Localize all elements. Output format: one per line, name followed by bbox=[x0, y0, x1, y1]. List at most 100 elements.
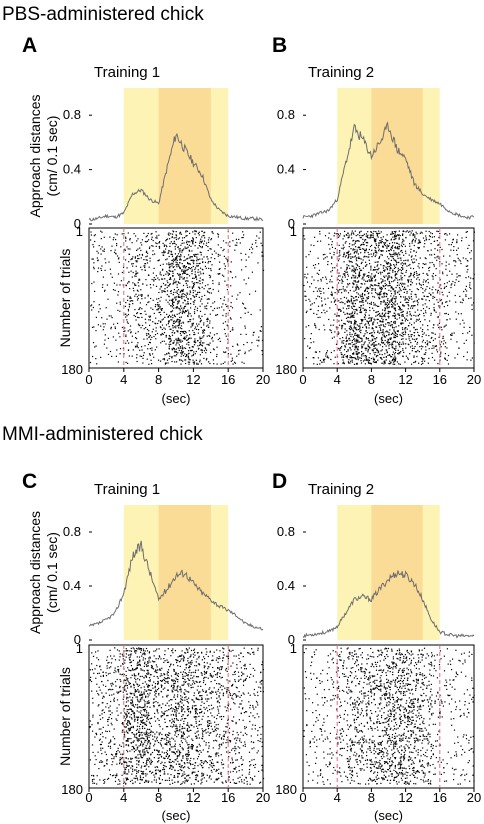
raster-dot bbox=[206, 290, 209, 292]
raster-dot bbox=[401, 338, 403, 340]
raster-dot bbox=[243, 234, 245, 236]
raster-dot bbox=[410, 342, 412, 344]
raster-dot bbox=[375, 231, 377, 233]
raster-dot bbox=[391, 356, 393, 358]
raster-dot bbox=[389, 354, 391, 356]
panel-letter: C bbox=[22, 470, 37, 493]
raster-dot bbox=[161, 269, 164, 271]
raster-dot bbox=[347, 251, 349, 253]
raster-dot bbox=[105, 675, 108, 677]
raster-dot bbox=[204, 237, 206, 239]
raster-dot bbox=[354, 357, 356, 359]
raster-dot bbox=[373, 252, 375, 254]
raster-dot bbox=[201, 295, 203, 298]
raster-dot bbox=[174, 349, 176, 351]
raster-dot bbox=[436, 299, 438, 301]
raster-dot bbox=[219, 683, 221, 685]
raster-dot bbox=[194, 267, 197, 269]
raster-dot bbox=[171, 259, 173, 262]
raster-dot bbox=[224, 280, 226, 282]
raster-dot bbox=[201, 351, 203, 353]
raster-dot bbox=[187, 677, 189, 680]
raster-dot bbox=[326, 256, 328, 258]
raster-dot bbox=[168, 321, 170, 323]
raster-dot bbox=[372, 344, 374, 346]
raster-dot bbox=[354, 269, 356, 271]
raster-dot bbox=[417, 265, 419, 267]
raster-dot bbox=[385, 356, 387, 358]
raster-dot bbox=[430, 232, 432, 234]
raster-dot bbox=[189, 349, 191, 352]
raster-dot bbox=[183, 256, 185, 258]
raster-dot bbox=[341, 301, 343, 303]
raster-dot bbox=[203, 235, 205, 237]
raster-dot bbox=[217, 234, 220, 236]
raster-dot bbox=[395, 261, 397, 263]
raster-dot bbox=[396, 273, 398, 275]
raster-dot bbox=[244, 663, 246, 665]
raster-dot bbox=[173, 278, 176, 280]
raster-dot bbox=[394, 322, 396, 325]
raster-dot bbox=[201, 241, 203, 243]
raster-dot bbox=[384, 353, 386, 355]
raster-dot bbox=[222, 657, 224, 659]
raster-dot bbox=[434, 338, 436, 340]
raster-dot bbox=[97, 672, 99, 675]
raster-dot bbox=[330, 324, 332, 326]
raster-dot bbox=[338, 315, 341, 317]
raster-dot bbox=[389, 338, 391, 340]
raster-dot bbox=[199, 361, 201, 363]
raster-dot bbox=[371, 349, 373, 351]
raster-dot bbox=[180, 259, 182, 261]
raster-dot bbox=[186, 663, 188, 665]
raster-dot bbox=[331, 256, 333, 258]
raster-dot bbox=[391, 254, 393, 256]
raster-dot bbox=[171, 236, 173, 239]
raster-dot bbox=[134, 651, 136, 653]
raster-dot bbox=[462, 332, 464, 335]
raster-dot bbox=[378, 298, 380, 300]
raster-dot bbox=[179, 346, 181, 348]
raster-dot bbox=[431, 332, 433, 334]
raster-dot bbox=[163, 290, 165, 292]
y-tick-label: 0.8 bbox=[63, 107, 81, 122]
raster-dot bbox=[361, 292, 364, 295]
raster-dot bbox=[332, 324, 334, 326]
raster-dot bbox=[180, 289, 182, 291]
raster-dot bbox=[363, 256, 365, 258]
raster-dot bbox=[414, 236, 416, 238]
raster-dot bbox=[178, 661, 180, 663]
raster-dot bbox=[218, 282, 220, 284]
raster-dot bbox=[446, 295, 448, 297]
raster-dot bbox=[362, 259, 364, 261]
raster-dot bbox=[357, 336, 359, 338]
raster-dot bbox=[248, 256, 250, 258]
raster-dot bbox=[444, 233, 446, 235]
raster-dot bbox=[139, 313, 141, 315]
raster-dot bbox=[469, 286, 471, 288]
raster-dot bbox=[428, 300, 430, 302]
raster-dot bbox=[241, 675, 243, 677]
raster-dot bbox=[146, 328, 149, 331]
raster-dot bbox=[360, 296, 362, 298]
raster-dot bbox=[230, 302, 232, 304]
raster-dot bbox=[386, 234, 388, 236]
raster-dot bbox=[191, 662, 193, 664]
raster-dot bbox=[197, 669, 199, 671]
raster-dot bbox=[466, 359, 468, 361]
raster-dot bbox=[170, 328, 172, 330]
raster-dot bbox=[160, 334, 162, 336]
raster-dot bbox=[397, 271, 399, 273]
raster-dot bbox=[128, 669, 130, 671]
raster-dot bbox=[359, 235, 361, 237]
raster-dot bbox=[176, 273, 179, 275]
raster-dot bbox=[341, 340, 343, 342]
raster-dot bbox=[432, 273, 434, 275]
raster-dot bbox=[351, 261, 353, 263]
raster-dot bbox=[169, 277, 171, 279]
raster-dot bbox=[384, 316, 386, 318]
raster-dot bbox=[189, 319, 191, 321]
raster-dot bbox=[132, 282, 134, 284]
raster-dot bbox=[167, 680, 169, 683]
raster-dot bbox=[177, 352, 179, 354]
